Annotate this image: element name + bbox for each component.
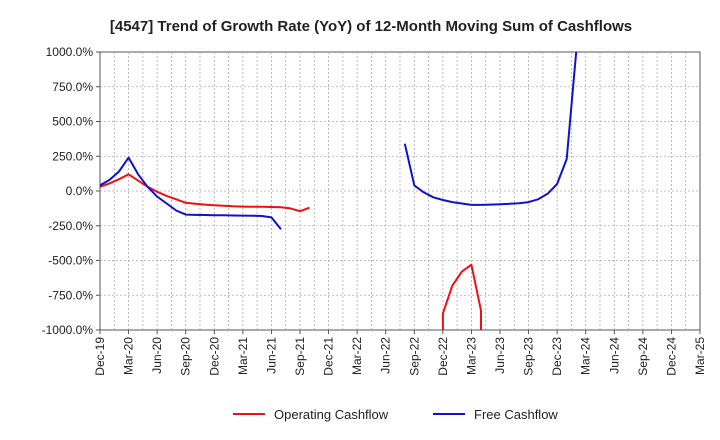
x-tick-label: Sep-23 — [522, 337, 536, 376]
x-tick-label: Sep-24 — [636, 337, 650, 376]
x-tick-label: Dec-23 — [550, 337, 564, 376]
x-tick-label: Jun-22 — [379, 337, 393, 374]
series-lines — [99, 51, 578, 330]
y-tick-label: -1000.0% — [42, 323, 94, 337]
x-tick-label: Jun-24 — [607, 337, 621, 374]
x-tick-label: Dec-24 — [664, 337, 678, 376]
x-tick-label: Jun-21 — [264, 337, 278, 374]
x-tick-label: Dec-22 — [436, 337, 450, 376]
x-tick-label: Sep-21 — [293, 337, 307, 376]
x-tick-label: Jun-23 — [493, 337, 507, 374]
series-line-free-cashflow-segment-2 — [403, 51, 578, 206]
y-tick-label: -250.0% — [48, 219, 93, 233]
y-tick-label: -500.0% — [48, 254, 93, 268]
x-tick-label: Mar-24 — [579, 337, 593, 375]
x-tick-label: Sep-22 — [407, 337, 421, 376]
x-tick-label: Sep-20 — [179, 337, 193, 376]
x-tick-label: Mar-20 — [122, 337, 136, 375]
x-tick-label: Mar-22 — [350, 337, 364, 375]
x-axis: Dec-19 Mar-20 Jun-20 Sep-20 Dec-20 Mar-21 Jun-… — [93, 330, 707, 376]
x-tick-label: Jun-20 — [150, 337, 164, 374]
y-tick-label: 1000.0% — [46, 45, 94, 59]
chart-title: [4547] Trend of Growth Rate (YoY) of 12-… — [110, 18, 632, 35]
y-tick-label: -750.0% — [48, 288, 93, 302]
y-tick-label: 250.0% — [52, 149, 93, 163]
x-tick-label: Mar-25 — [693, 337, 707, 375]
y-axis: 1000.0% 750.0% 500.0% 250.0% 0.0% -250.0% -500… — [42, 45, 100, 337]
x-tick-label: Mar-23 — [464, 337, 478, 375]
x-tick-label: Dec-20 — [207, 337, 221, 376]
y-tick-label: 0.0% — [66, 184, 94, 198]
series-line-operating-cashflow-segment-2 — [441, 263, 482, 330]
legend-label-operating-cashflow: Operating Cashflow — [274, 407, 389, 422]
legend: Operating Cashflow Free Cashflow — [233, 407, 558, 422]
series-line-operating-cashflow-segment-1 — [99, 173, 310, 213]
x-tick-label: Mar-21 — [236, 337, 250, 375]
x-tick-label: Dec-19 — [93, 337, 107, 376]
series-line-free-cashflow-segment-1 — [99, 156, 282, 230]
x-tick-label: Dec-21 — [322, 337, 336, 376]
y-tick-label: 750.0% — [52, 80, 93, 94]
legend-label-free-cashflow: Free Cashflow — [474, 407, 558, 422]
grid — [100, 52, 700, 330]
y-tick-label: 500.0% — [52, 115, 93, 129]
